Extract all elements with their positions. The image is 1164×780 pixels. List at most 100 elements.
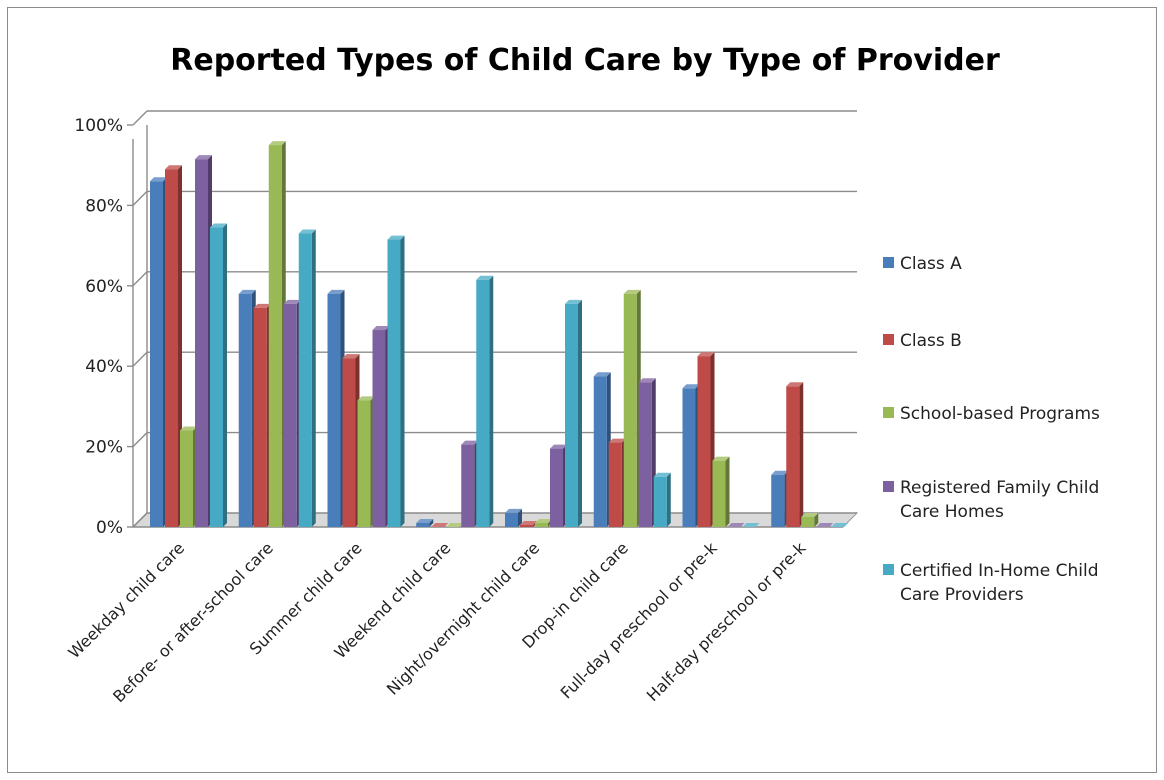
bar-front [623, 293, 637, 527]
x-category-label: Night/overnight child care [383, 538, 543, 698]
bar-front [653, 476, 667, 527]
bar-top [816, 523, 834, 527]
legend-swatch [883, 334, 894, 345]
bar-certified-in-home-child-care-providers [831, 523, 849, 527]
chart-title: Reported Types of Child Care by Type of … [170, 43, 1000, 78]
bar-front [565, 303, 578, 527]
bar-side [578, 299, 582, 527]
bar-front [476, 279, 490, 527]
bar-top [431, 523, 449, 527]
bar-class-b [697, 352, 715, 527]
bar-top [150, 177, 167, 182]
bar-class-b [342, 354, 360, 527]
bar-front [535, 522, 548, 527]
bar-top [327, 289, 345, 294]
chart-frame: Reported Types of Child Care by Type of … [7, 7, 1157, 773]
y-tick-label: 80% [85, 196, 123, 216]
bar-front [682, 388, 696, 527]
bar-certified-in-home-child-care-providers [565, 299, 582, 527]
bar-side [489, 275, 494, 527]
bar-class-b [786, 382, 804, 527]
bar-top [727, 523, 745, 527]
legend-swatch [883, 407, 894, 418]
bar-top [298, 229, 316, 234]
gridline-side [132, 271, 148, 287]
legend-label: Care Providers [900, 585, 1024, 605]
bar-top [653, 472, 671, 477]
bar-front [638, 382, 652, 527]
bar-front [697, 356, 711, 527]
legend-label: Certified In-Home Child [900, 561, 1098, 581]
bar-side [223, 223, 227, 527]
bar-front [593, 376, 607, 527]
bar-side [725, 456, 730, 527]
bar-top [535, 518, 552, 523]
bar-front [550, 448, 563, 527]
bar-top [446, 523, 464, 527]
bar-top [608, 438, 626, 443]
bar-top [357, 396, 375, 401]
x-category-label: Full-day preschool or pre-k [557, 538, 722, 703]
bar-front [253, 307, 267, 527]
bar-top [461, 440, 479, 445]
bar-top [550, 444, 567, 449]
bar-class-a [771, 470, 789, 527]
bar-class-a [327, 289, 345, 527]
legend-swatch [883, 481, 894, 492]
bar-front [416, 522, 430, 527]
bar-school-based-programs [801, 512, 819, 527]
legend-item: Class B [883, 331, 962, 351]
bar-side [400, 235, 405, 527]
bar-school-based-programs [623, 289, 641, 527]
bar-front [195, 159, 208, 528]
bar-class-a [682, 384, 700, 527]
bar-class-b [253, 303, 271, 527]
gridline-side [132, 190, 148, 206]
bar-top [238, 289, 256, 294]
bar-registered-family-child-care-homes [727, 523, 745, 527]
bar-front [298, 233, 312, 528]
legend-label: Care Homes [900, 502, 1004, 522]
bar-certified-in-home-child-care-providers [387, 235, 405, 527]
bar-chart: Reported Types of Child Care by Type of … [64, 43, 1100, 706]
bar-registered-family-child-care-homes [372, 326, 390, 527]
gridline-side [132, 110, 148, 126]
bar-top [520, 520, 537, 525]
bar-school-based-programs [357, 396, 375, 527]
bar-front [771, 474, 785, 527]
bar-side [518, 508, 522, 527]
y-axis-ticks: 0% 20% 40% 60% 80% 100% [74, 116, 123, 538]
bar-top [771, 470, 789, 475]
bar-school-based-programs [268, 141, 286, 527]
legend: Class A Class B School-based Programs Regis… [883, 254, 1100, 605]
bar-registered-family-child-care-homes [816, 523, 834, 527]
bar-front [327, 293, 341, 527]
bar-side [311, 229, 316, 528]
bar-side [814, 512, 819, 527]
bar-front [712, 460, 726, 527]
bar-front [461, 444, 475, 527]
bar-side [429, 518, 434, 527]
legend-item: Certified In-Home Child Care Providers [883, 561, 1098, 605]
bar-registered-family-child-care-homes [195, 155, 212, 528]
legend-label: Class A [900, 254, 962, 274]
gridline-side [132, 432, 148, 448]
bar-class-a [593, 372, 611, 527]
bar-top [268, 141, 286, 146]
bar-front [238, 293, 252, 527]
bar-front [505, 512, 518, 527]
bar-top [387, 235, 405, 240]
bar-top [638, 378, 656, 383]
bar-top [210, 223, 227, 228]
bar-certified-in-home-child-care-providers [742, 523, 760, 527]
bar-top [505, 508, 522, 513]
bar-top [712, 456, 730, 461]
bar-registered-family-child-care-homes [461, 440, 479, 527]
bar-school-based-programs [180, 426, 197, 527]
bar-school-based-programs [712, 456, 730, 527]
bar-registered-family-child-care-homes [283, 299, 301, 527]
y-tick-label: 20% [85, 438, 123, 458]
bar-class-a [416, 518, 434, 527]
bar-front [342, 358, 356, 527]
